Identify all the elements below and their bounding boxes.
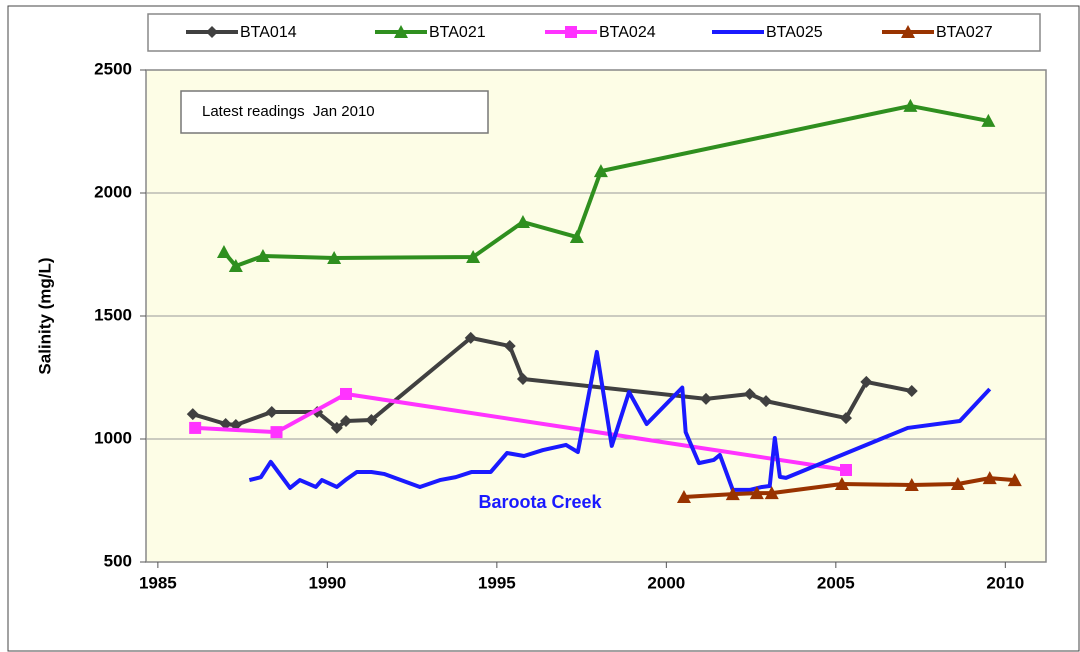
x-tick-label: 1990 bbox=[308, 573, 346, 592]
marker bbox=[743, 387, 756, 400]
marker bbox=[515, 215, 530, 229]
marker bbox=[905, 385, 918, 398]
marker bbox=[186, 408, 199, 421]
legend-label: BTA024 bbox=[599, 24, 656, 41]
marker bbox=[565, 26, 577, 38]
marker bbox=[189, 421, 202, 434]
y-tick-label: 2500 bbox=[94, 59, 132, 78]
x-tick-label: 1995 bbox=[478, 573, 516, 592]
marker bbox=[840, 412, 852, 425]
marker bbox=[840, 463, 852, 476]
y-tick-label: 500 bbox=[104, 551, 132, 570]
marker bbox=[1007, 473, 1022, 487]
legend-label: BTA027 bbox=[936, 24, 993, 41]
marker bbox=[206, 26, 218, 38]
x-tick-label: 1985 bbox=[139, 573, 177, 592]
marker bbox=[466, 249, 481, 263]
marker bbox=[365, 414, 378, 427]
x-tick-label: 2005 bbox=[817, 573, 855, 592]
marker bbox=[464, 331, 477, 344]
marker bbox=[265, 405, 278, 418]
marker bbox=[764, 486, 779, 500]
y-tick-label: 1000 bbox=[94, 428, 132, 447]
y-tick-label: 1500 bbox=[94, 305, 132, 324]
marker bbox=[749, 486, 764, 500]
marker bbox=[516, 372, 529, 385]
annotation-box bbox=[180, 90, 489, 134]
marker bbox=[760, 395, 772, 408]
y-axis-label: Salinity (mg/L) bbox=[35, 257, 54, 374]
marker bbox=[593, 164, 608, 178]
annotation: Baroota Creek bbox=[478, 492, 602, 512]
legend-label: BTA021 bbox=[429, 24, 486, 41]
marker bbox=[503, 340, 516, 353]
marker bbox=[255, 248, 270, 262]
legend-label: BTA025 bbox=[766, 24, 823, 41]
marker bbox=[903, 98, 918, 112]
marker bbox=[228, 259, 243, 273]
x-tick-label: 2010 bbox=[986, 573, 1024, 592]
plot bbox=[186, 98, 1022, 504]
marker bbox=[725, 487, 740, 501]
marker bbox=[901, 25, 915, 38]
marker bbox=[330, 421, 343, 434]
annotation: Latest readings Jan 2010 bbox=[202, 103, 375, 120]
marker bbox=[569, 230, 584, 244]
series-line bbox=[195, 391, 847, 472]
marker bbox=[394, 25, 408, 38]
y-tick-label: 2000 bbox=[94, 182, 132, 201]
marker bbox=[270, 426, 283, 439]
marker bbox=[982, 471, 997, 485]
marker bbox=[340, 415, 352, 428]
marker bbox=[327, 250, 342, 264]
marker bbox=[340, 387, 352, 400]
marker bbox=[700, 392, 712, 405]
grid bbox=[140, 69, 1046, 568]
series-line bbox=[222, 103, 989, 269]
marker bbox=[834, 477, 849, 491]
x-tick-label: 2000 bbox=[647, 573, 685, 592]
marker bbox=[216, 245, 231, 259]
marker bbox=[219, 417, 232, 430]
legend-label: BTA014 bbox=[240, 24, 297, 41]
marker bbox=[676, 490, 691, 504]
series-line bbox=[248, 349, 992, 492]
marker bbox=[904, 478, 919, 492]
marker bbox=[860, 375, 873, 388]
marker bbox=[950, 477, 965, 491]
marker bbox=[981, 113, 996, 127]
